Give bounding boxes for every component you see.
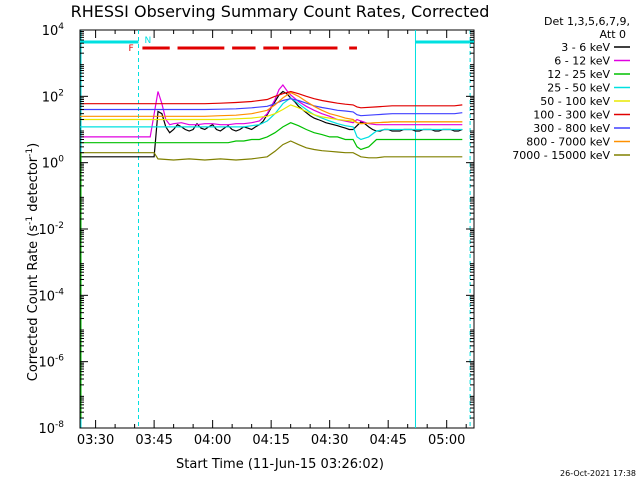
flare-flag-label: F xyxy=(129,44,134,54)
legend-entry-label: 800 - 7000 keV xyxy=(526,136,610,149)
series-lines xyxy=(80,84,463,418)
x-tick-label: 04:30 xyxy=(311,433,348,448)
legend-entry-label: 300 - 800 keV xyxy=(533,122,610,135)
timestamp: 26-Oct-2021 17:38 xyxy=(560,469,636,478)
x-tick-label: 05:00 xyxy=(428,433,465,448)
plot-frame xyxy=(79,29,475,429)
legend-entry-label: 100 - 300 keV xyxy=(533,109,610,122)
x-tick-label: 04:45 xyxy=(369,433,406,448)
y-tick-label: 10-6 xyxy=(38,354,64,371)
legend-detectors: Det 1,3,5,6,7,9, xyxy=(544,15,630,28)
legend-entry-label: 12 - 25 keV xyxy=(547,68,610,81)
series-line-6-12-kev xyxy=(80,84,463,138)
y-tick-label: 102 xyxy=(42,88,64,105)
series-line-100-300-kev xyxy=(80,90,463,109)
x-axis-label: Start Time (11-Jun-15 03:26:02) xyxy=(176,457,384,472)
flag-bars: NF xyxy=(80,30,474,428)
y-tick-label: 10-2 xyxy=(38,221,64,238)
x-tick-label: 04:00 xyxy=(194,433,231,448)
y-tick-label: 10-4 xyxy=(38,287,64,304)
chart-title: RHESSI Observing Summary Count Rates, Co… xyxy=(71,2,490,21)
series-line-7000-15000-kev xyxy=(80,140,463,161)
legend-entry-label: 7000 - 15000 keV xyxy=(512,149,610,162)
x-tick-label: 03:45 xyxy=(135,433,172,448)
series-line-300-800-kev xyxy=(80,98,463,117)
legend-entry-label: 25 - 50 keV xyxy=(547,82,610,95)
legend-entry-label: 50 - 100 keV xyxy=(540,95,610,108)
series-line-800-7000-kev xyxy=(80,91,463,125)
y-tick-label: 104 xyxy=(42,22,65,39)
axis-ticks: 03:30 03:45 04:00 04:15 04:30 04:45 05:00 104 10… xyxy=(38,22,474,448)
legend-entry-label: 6 - 12 keV xyxy=(554,55,610,68)
x-tick-label: 03:30 xyxy=(77,433,114,448)
y-tick-label: 100 xyxy=(42,155,65,172)
plot-border xyxy=(79,29,475,429)
legend-attenuator: Att 0 xyxy=(600,28,626,41)
series-line-12-25-kev xyxy=(80,122,463,151)
night-flag-label: N xyxy=(145,36,152,46)
y-axis-label: Corrected Count Rate (s-1 detector-1) xyxy=(25,143,41,381)
legend-entry-label: 3 - 6 keV xyxy=(561,41,610,54)
x-tick-label: 04:15 xyxy=(252,433,289,448)
y-tick-label: 10-8 xyxy=(38,420,64,437)
